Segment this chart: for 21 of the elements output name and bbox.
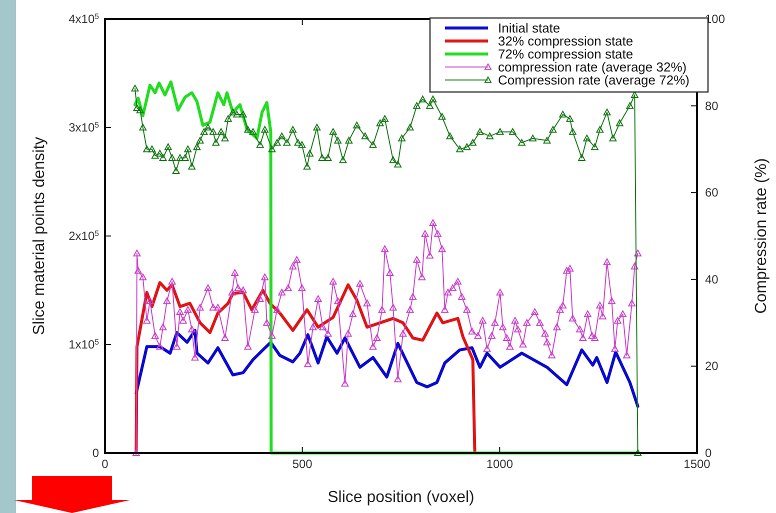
x-tick-label: 1000 bbox=[486, 457, 514, 471]
legend-label: 72% compression state bbox=[498, 46, 634, 62]
x-tick-label: 1500 bbox=[684, 457, 711, 471]
y2-tick-label: 0 bbox=[705, 446, 712, 460]
y2-tick-label: 80 bbox=[705, 98, 719, 113]
y-tick-label: 3x10$^{5}$ bbox=[68, 120, 100, 134]
y2-tick-label: 40 bbox=[705, 272, 719, 286]
x-tick-label: 0 bbox=[102, 457, 109, 471]
y-tick-label: 2x10$^{5}$ bbox=[68, 228, 100, 243]
y-tick-label: 1x10$^{5}$ bbox=[68, 337, 100, 352]
x-axis-title: Slice position (voxel) bbox=[328, 489, 474, 506]
y2-axis-title: Compression rate (%) bbox=[753, 158, 770, 314]
x-tick-label: 500 bbox=[292, 457, 313, 471]
legend-label: Initial state bbox=[498, 20, 560, 36]
legend-label: 32% compression state bbox=[498, 34, 634, 48]
y-tick-label: 4x10$^{5}$ bbox=[68, 12, 100, 26]
legend-label: compression rate (average 32%) bbox=[498, 60, 687, 74]
y-tick-label: 0 bbox=[92, 446, 100, 460]
y-axis-title: Slice material points density bbox=[31, 136, 48, 336]
y2-tick-label: 20 bbox=[705, 359, 719, 374]
y2-tick-label: 60 bbox=[705, 186, 719, 200]
